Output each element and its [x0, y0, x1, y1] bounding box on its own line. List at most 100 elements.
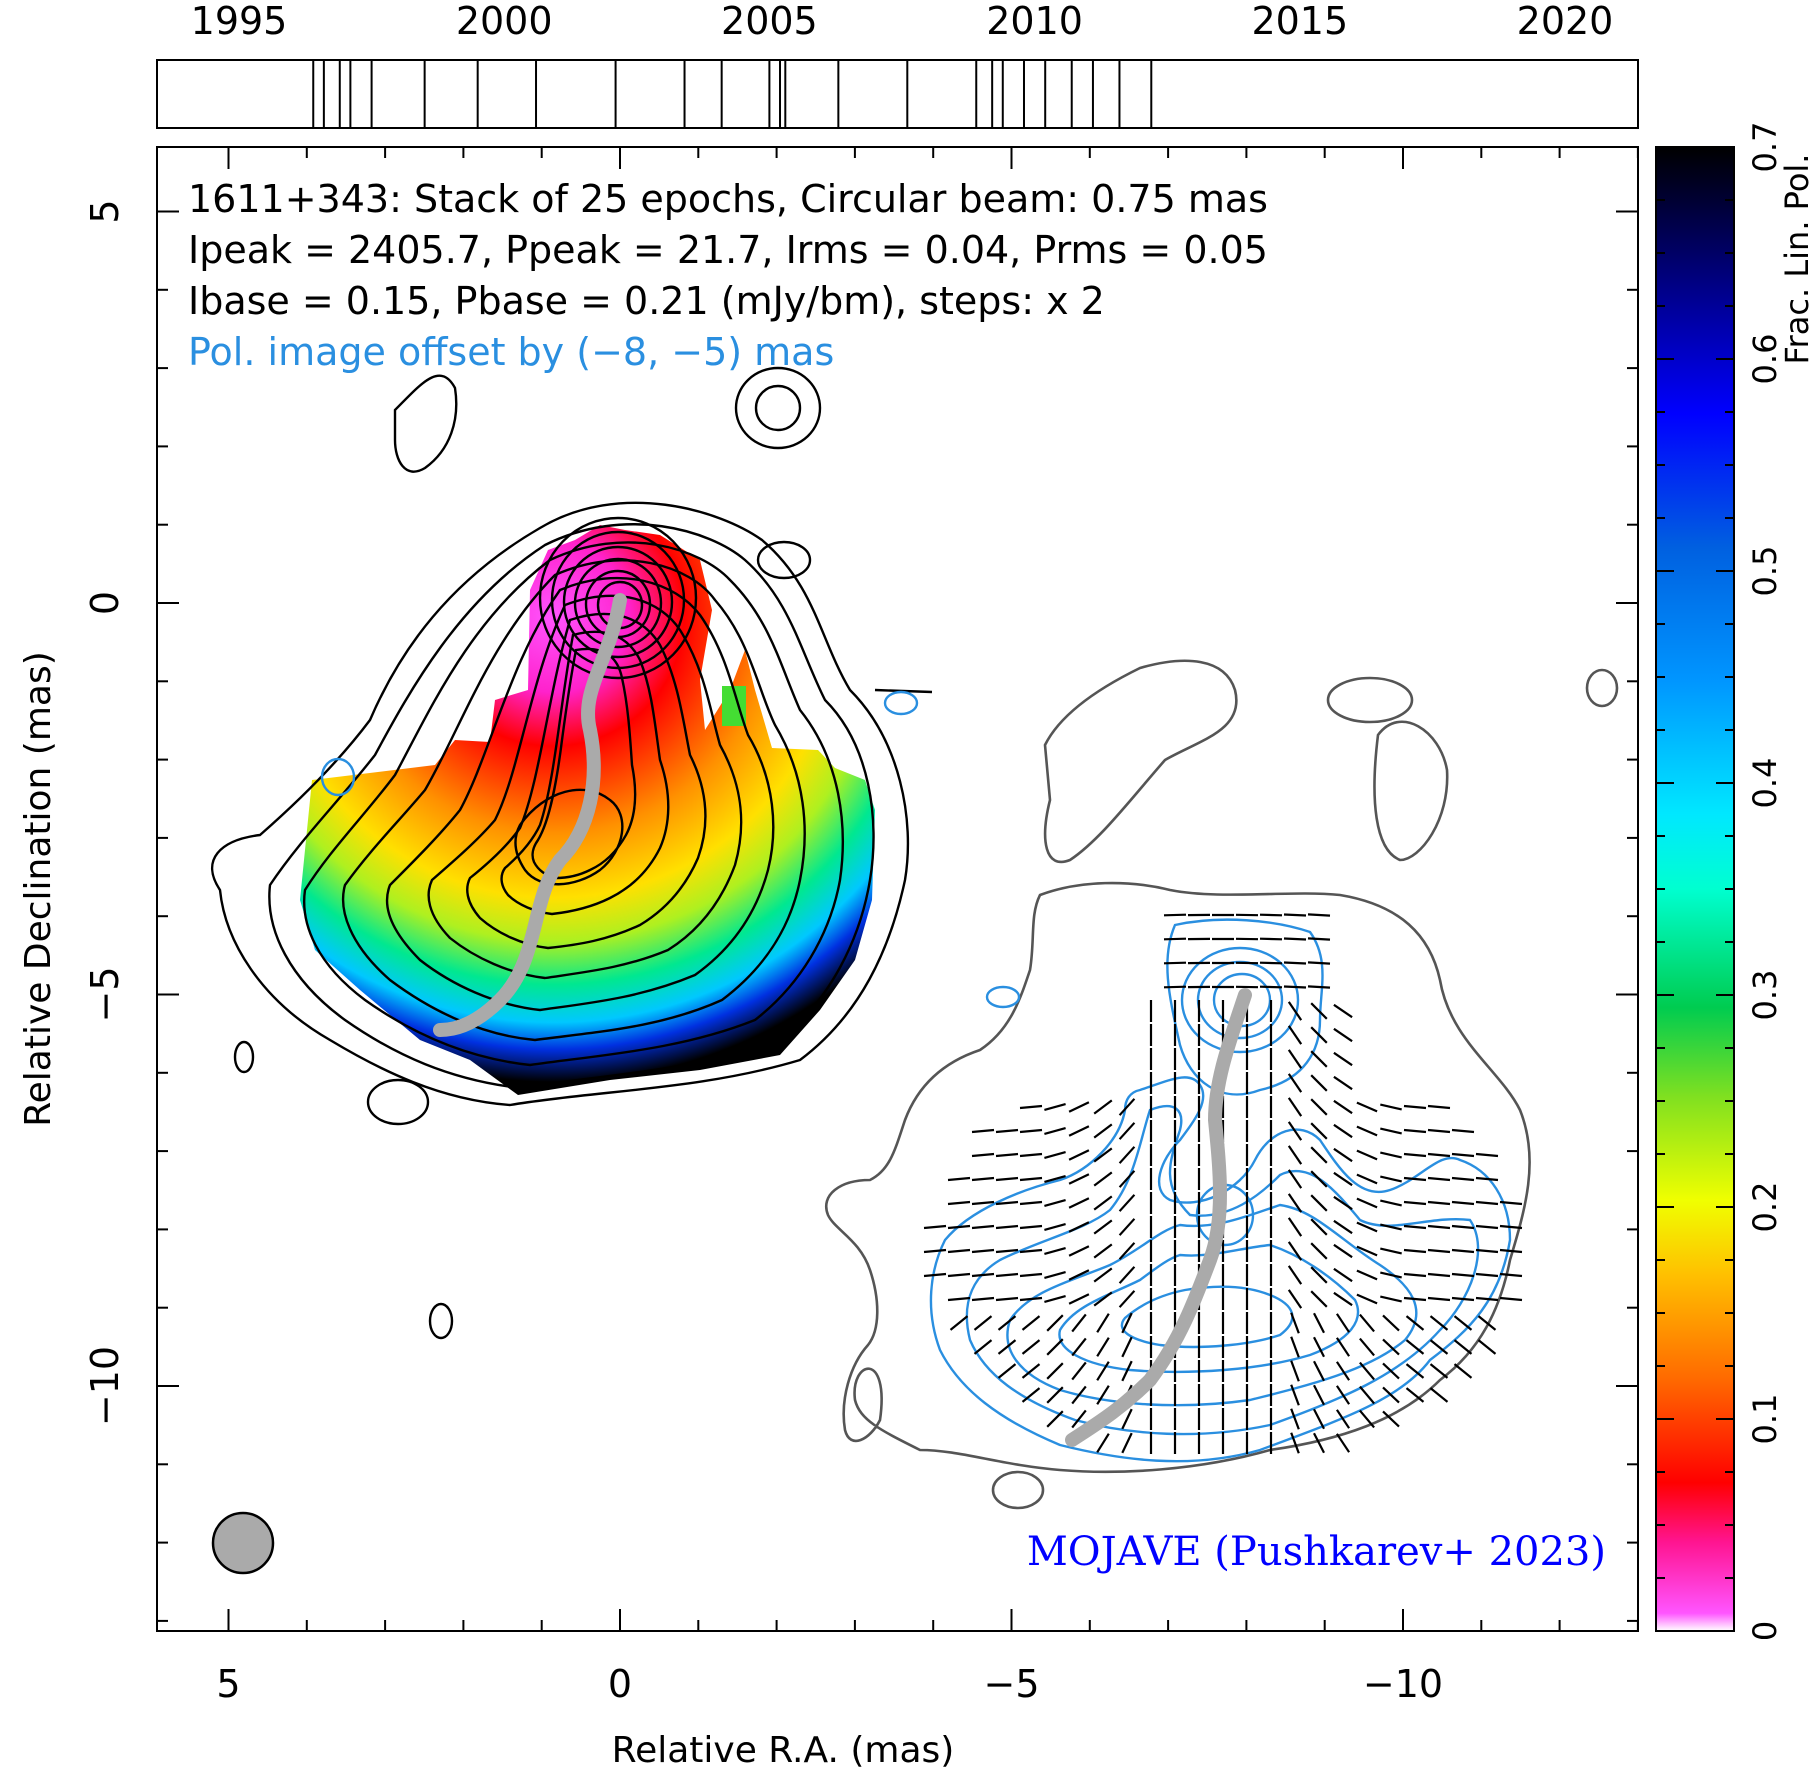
evpa-tick [1044, 1151, 1066, 1159]
evpa-tick [1380, 1127, 1402, 1135]
evpa-tick [1427, 1104, 1451, 1110]
evpa-tick [1356, 1197, 1378, 1209]
evpa-tick [1310, 1266, 1328, 1284]
offset-note: Pol. image offset by (−8, −5) mas [188, 330, 834, 374]
evpa-tick [1093, 1147, 1113, 1163]
evpa-tick [1259, 961, 1283, 965]
evpa-tick [1118, 1218, 1136, 1236]
evpa-tick [995, 1248, 1019, 1254]
evpa-tick [1333, 1243, 1353, 1259]
evpa-tick [1093, 1195, 1113, 1211]
evpa-tick [1019, 1272, 1043, 1278]
evpa-tick [1096, 1337, 1110, 1357]
evpa-tick [1096, 1361, 1110, 1381]
evpa-tick [1359, 1337, 1375, 1357]
evpa-tick [1403, 1152, 1427, 1158]
colorbar-tick-label: 0.6 [1746, 334, 1784, 385]
stokes-i-contours [210, 366, 933, 1340]
evpa-tick [1121, 1312, 1133, 1334]
evpa-tick [1019, 1176, 1043, 1182]
evpa-tick [1403, 1224, 1427, 1230]
evpa-tick [1313, 1312, 1325, 1334]
evpa-tick [1310, 1122, 1328, 1140]
evpa-tick [1335, 1313, 1351, 1333]
evpa-tick [1475, 1224, 1499, 1230]
evpa-tick [971, 1296, 995, 1302]
colorbar-tick-label: 0.5 [1746, 546, 1784, 597]
evpa-tick [1310, 1050, 1328, 1068]
evpa-tick [1427, 1128, 1451, 1134]
evpa-tick [1427, 1176, 1451, 1182]
evpa-tick [1068, 1125, 1090, 1137]
pol-outer-blobs [991, 659, 1619, 1510]
evpa-tick [1310, 1098, 1328, 1116]
evpa-tick [1019, 1200, 1043, 1206]
evpa-tick [1121, 1360, 1133, 1382]
evpa-tick [1287, 1025, 1303, 1045]
evpa-tick [923, 1272, 947, 1278]
evpa-tick [1287, 1121, 1303, 1141]
evpa-tick [1356, 1101, 1378, 1113]
evpa-tick [1429, 1315, 1449, 1331]
evpa-tick [1096, 1313, 1110, 1333]
evpa-tick [1333, 1051, 1353, 1067]
evpa-tick [1335, 1337, 1351, 1357]
evpa-tick [1499, 1272, 1523, 1278]
evpa-tick [971, 1200, 995, 1206]
evpa-tick [1118, 1146, 1136, 1164]
evpa-tick [1163, 961, 1187, 965]
evpa-tick [1451, 1224, 1475, 1230]
evpa-tick [949, 1315, 969, 1331]
evpa-tick [1333, 1267, 1353, 1283]
evpa-tick [1403, 1272, 1427, 1278]
evpa-tick [1451, 1200, 1475, 1206]
evpa-tick [1310, 1146, 1328, 1164]
evpa-tick [1044, 1295, 1066, 1303]
evpa-tick [1380, 1199, 1402, 1207]
evpa-tick [1429, 1363, 1449, 1379]
evpa-tick [1313, 1384, 1325, 1406]
evpa-tick [1453, 1339, 1473, 1355]
evpa-tick [1290, 1360, 1300, 1382]
evpa-tick [1021, 1339, 1041, 1355]
evpa-tick [1044, 1223, 1066, 1231]
evpa-tick [995, 1272, 1019, 1278]
evpa-tick [1283, 985, 1307, 989]
timeline-year-labels: 1995 2000 2005 2010 2015 2020 [191, 0, 1614, 43]
evpa-tick [1068, 1293, 1090, 1305]
evpa-tick [1335, 1385, 1351, 1405]
evpa-tick [947, 1176, 971, 1182]
header-line-2: Ipeak = 2405.7, Ppeak = 21.7, Irms = 0.0… [188, 228, 1268, 272]
evpa-tick [1044, 1103, 1066, 1111]
evpa-tick [947, 1224, 971, 1230]
evpa-tick [1429, 1339, 1449, 1355]
evpa-tick [1287, 1097, 1303, 1117]
evpa-tick [1287, 1169, 1303, 1189]
evpa-tick [1477, 1315, 1497, 1331]
evpa-tick [1310, 1218, 1328, 1236]
evpa-tick [1071, 1337, 1087, 1357]
evpa-tick [1333, 1147, 1353, 1163]
evpa-tick [1382, 1386, 1400, 1404]
evpa-tick [1310, 1242, 1328, 1260]
evpa-tick [1335, 1361, 1351, 1381]
evpa-tick [1380, 1175, 1402, 1183]
evpa-tick [1429, 1387, 1449, 1403]
evpa-tick [1071, 1409, 1087, 1429]
evpa-tick [947, 1296, 971, 1302]
evpa-tick [1380, 1103, 1402, 1111]
evpa-tick [1046, 1362, 1064, 1380]
evpa-tick [995, 1200, 1019, 1206]
y-tick-label: −10 [83, 1346, 127, 1426]
evpa-tick [971, 1224, 995, 1230]
evpa-tick [1019, 1152, 1043, 1158]
evpa-tick [1287, 1073, 1303, 1093]
header-line-3: Ibase = 0.15, Pbase = 0.21 (mJy/bm), ste… [188, 279, 1105, 323]
evpa-tick [1499, 1224, 1523, 1230]
evpa-tick [997, 1339, 1017, 1355]
evpa-tick [1310, 1074, 1328, 1092]
evpa-tick [1121, 1432, 1133, 1454]
evpa-tick [1477, 1339, 1497, 1355]
evpa-tick [1427, 1296, 1451, 1302]
y-tick-label: 5 [83, 199, 127, 223]
